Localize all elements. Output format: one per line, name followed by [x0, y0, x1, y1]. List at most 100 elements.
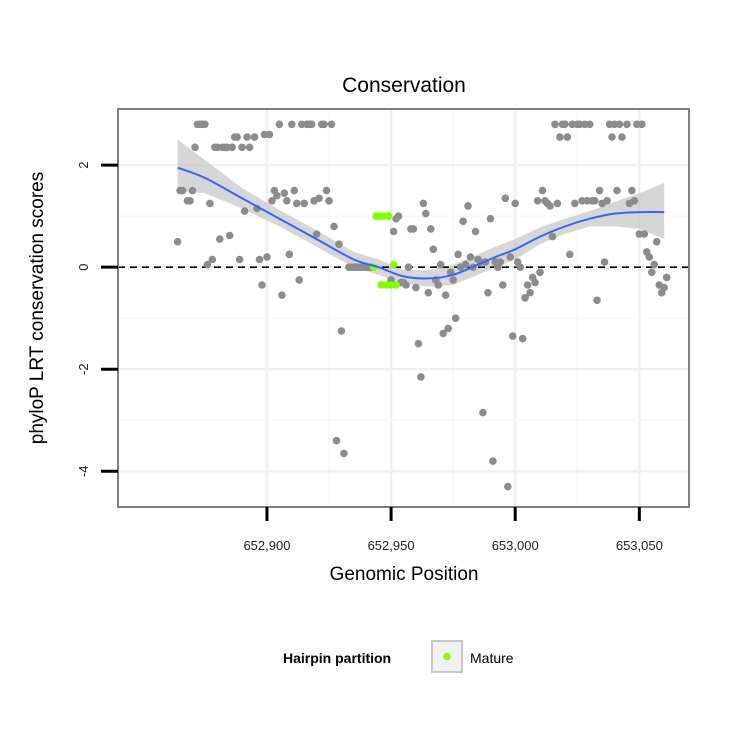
x-tick-label: 653,050: [616, 538, 663, 553]
data-point: [623, 120, 631, 129]
data-point: [449, 276, 458, 284]
data-point: [489, 457, 497, 465]
data-point: [417, 373, 425, 381]
data-point: [471, 227, 480, 236]
x-tick-label: 652,950: [368, 538, 415, 553]
data-point: [461, 260, 470, 269]
data-point: [268, 197, 276, 205]
data-point: [608, 133, 616, 141]
data-point: [275, 120, 284, 129]
data-point: [628, 186, 636, 195]
data-point: [203, 260, 212, 269]
legend-title: Hairpin partition: [283, 650, 391, 666]
data-point: [327, 120, 336, 129]
data-point: [422, 209, 430, 218]
x-axis: 652,900 652,950 653,000 653,050: [243, 507, 663, 553]
legend-key-mature: [443, 652, 451, 661]
data-point: [459, 217, 467, 226]
data-point: [340, 449, 348, 458]
data-point: [506, 253, 515, 261]
data-point: [551, 120, 559, 129]
data-point: [556, 133, 564, 141]
data-point: [595, 186, 604, 195]
data-point: [439, 329, 448, 338]
data-point: [660, 283, 668, 292]
legend-label-mature: Mature: [470, 650, 514, 666]
data-point: [419, 199, 428, 208]
y-tick-label: -4: [76, 466, 91, 478]
data-point: [290, 186, 299, 195]
data-point: [258, 281, 266, 289]
data-point: [523, 281, 532, 289]
data-point: [173, 237, 182, 246]
data-point: [178, 186, 187, 195]
data-point: [404, 263, 413, 272]
data-point: [496, 258, 505, 266]
data-point: [429, 245, 438, 254]
data-point: [563, 133, 572, 141]
data-point: [216, 235, 224, 243]
data-point: [518, 334, 527, 343]
other-points: [173, 120, 671, 491]
data-point: [501, 194, 510, 203]
data-point: [265, 130, 274, 139]
data-point: [521, 294, 529, 302]
data-point: [590, 197, 599, 205]
data-point: [238, 143, 246, 152]
data-point: [330, 222, 338, 231]
data-point: [585, 120, 594, 129]
data-point: [250, 133, 259, 141]
smooth-line: [177, 166, 665, 280]
data-point: [295, 276, 304, 284]
data-point: [454, 250, 462, 259]
x-axis-title: Genomic Position: [330, 564, 479, 585]
data-point: [228, 143, 236, 152]
mature-points: [369, 212, 400, 289]
data-point: [263, 253, 271, 261]
data-point: [285, 250, 294, 259]
data-point: [536, 268, 544, 277]
y-tick-label: 2: [76, 161, 91, 168]
data-point: [566, 250, 574, 259]
data-point: [526, 288, 534, 297]
data-point: [499, 281, 507, 289]
confidence-band: [177, 139, 665, 287]
data-point: [337, 327, 346, 335]
data-point: [538, 186, 547, 195]
x-tick-label: 652,900: [243, 538, 290, 553]
data-point: [332, 436, 341, 445]
y-axis-title: phyloP LRT conservation scores: [27, 172, 48, 445]
data-point: [451, 314, 460, 323]
data-point: [322, 186, 331, 195]
data-point: [662, 273, 671, 282]
data-point: [188, 186, 197, 195]
data-point: [233, 133, 241, 141]
data-point: [546, 202, 554, 210]
data-point: [511, 199, 519, 208]
data-point: [191, 143, 199, 152]
data-point: [441, 291, 450, 300]
mature-point: [392, 281, 400, 289]
data-point: [444, 324, 453, 333]
data-point: [427, 225, 435, 233]
data-point: [516, 263, 524, 272]
data-point: [288, 120, 296, 129]
data-point: [618, 133, 626, 141]
data-point: [466, 253, 475, 261]
data-point: [486, 214, 495, 223]
data-point: [394, 212, 403, 220]
data-point: [225, 231, 234, 240]
mature-point: [389, 260, 398, 269]
chart-title: Conservation: [342, 74, 466, 97]
mature-point: [384, 212, 393, 220]
data-point: [414, 339, 423, 348]
y-axis: -4 -2 0 2: [76, 161, 118, 477]
data-point: [245, 143, 254, 152]
data-point: [208, 255, 217, 264]
data-point: [652, 237, 661, 246]
data-point: [484, 288, 492, 297]
legend: Hairpin partition Mature: [283, 640, 514, 673]
data-point: [424, 288, 433, 297]
data-point: [613, 186, 621, 195]
